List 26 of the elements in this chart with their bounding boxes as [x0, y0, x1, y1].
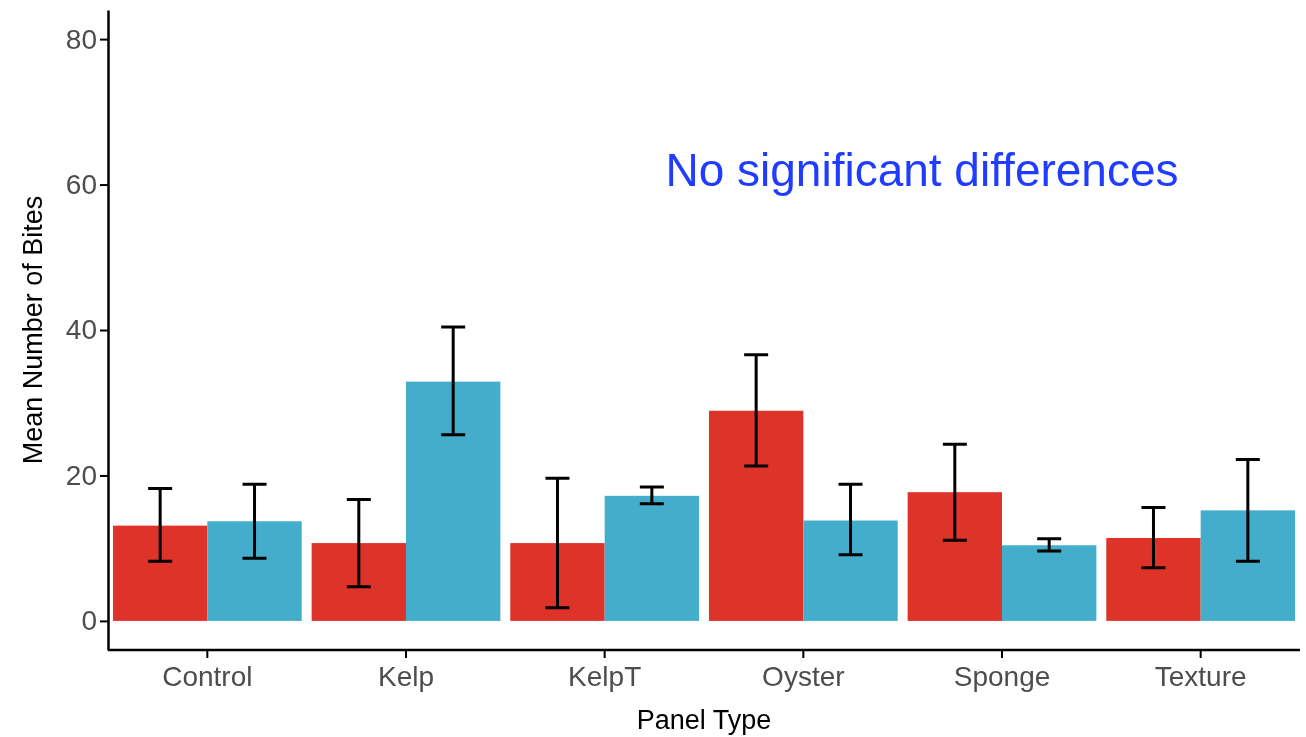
bar: [1002, 545, 1097, 621]
x-tick-label: Control: [162, 661, 253, 693]
bar: [803, 520, 898, 621]
bar: [907, 492, 1002, 621]
bar: [1200, 510, 1296, 621]
x-tick-label: KelpT: [568, 661, 642, 693]
bar: [604, 495, 700, 621]
y-tick-label: 60: [65, 169, 97, 201]
bar: [207, 521, 302, 621]
bar: [406, 381, 501, 621]
x-tick-label: Texture: [1154, 661, 1247, 693]
bar: [1106, 538, 1201, 621]
bar: [510, 543, 605, 621]
bar: [112, 525, 208, 621]
bar: [708, 410, 804, 621]
y-tick-label: 80: [65, 23, 97, 55]
x-tick-label: Sponge: [953, 661, 1051, 693]
y-tick-label: 40: [65, 314, 97, 346]
bar: [311, 543, 406, 621]
x-axis-title: Panel Type: [636, 705, 772, 735]
y-tick-label: 0: [81, 605, 97, 637]
y-axis-title: Mean Number of Bites: [18, 195, 48, 465]
y-tick-label: 20: [65, 459, 97, 491]
annotation: No significant differences: [665, 144, 1179, 196]
x-tick-label: Kelp: [377, 661, 435, 693]
x-tick-label: Oyster: [762, 661, 845, 693]
